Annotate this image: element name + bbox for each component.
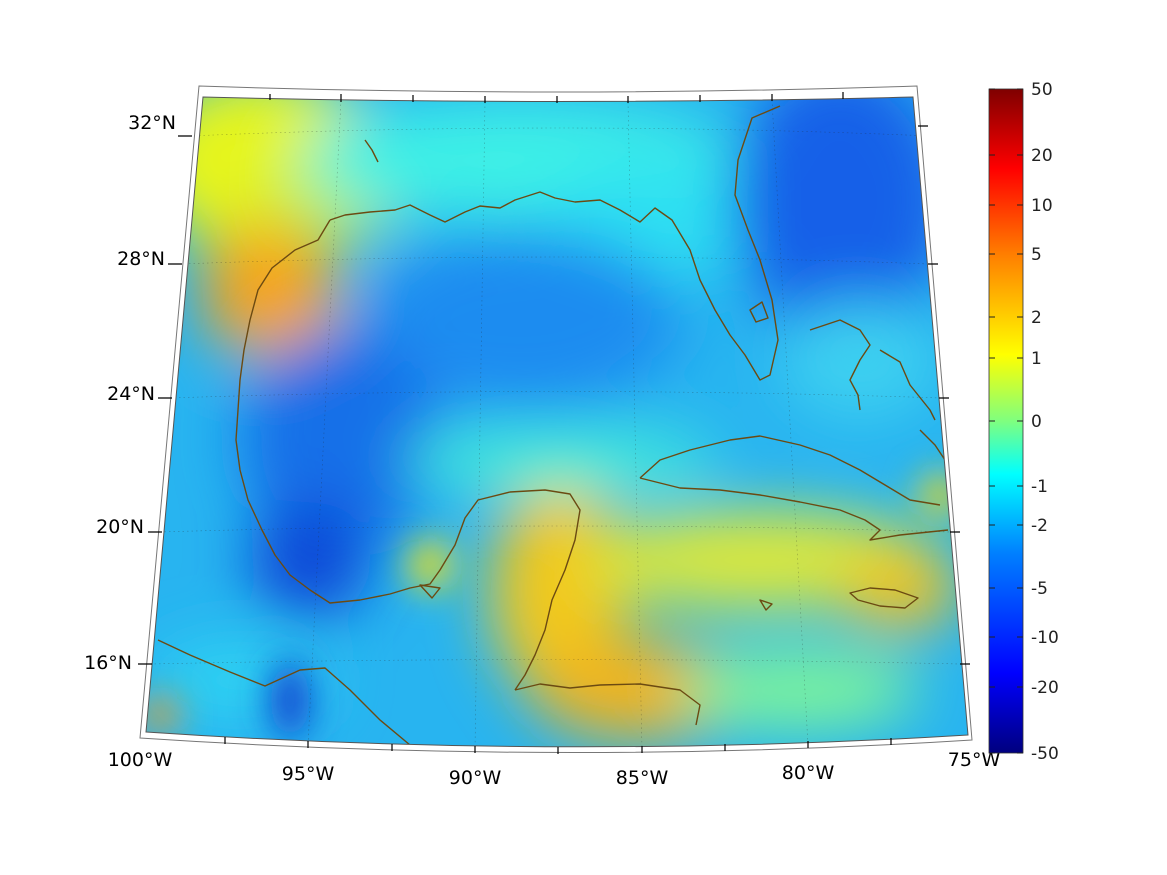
lon-label: 90°W xyxy=(449,767,502,789)
colorbar-tick-label: -10 xyxy=(1031,628,1059,648)
colorbar-tick-label: -2 xyxy=(1031,516,1048,536)
lon-label: 80°W xyxy=(782,762,835,784)
latitude-labels: 32°N 28°N 24°N 20°N 16°N xyxy=(84,112,176,674)
colorbar-tick-label: 0 xyxy=(1031,412,1042,432)
colorbar-tick-label: -5 xyxy=(1031,579,1048,599)
colorbar-tick-label: -1 xyxy=(1031,477,1048,497)
lon-label: 100°W xyxy=(108,749,173,771)
colorbar-tick-label: -50 xyxy=(1031,744,1059,764)
lat-label: 24°N xyxy=(107,383,155,405)
coastlines xyxy=(157,105,949,746)
lat-label: 28°N xyxy=(117,248,165,270)
colorbar-tick-label: 50 xyxy=(1031,80,1053,100)
map-frame xyxy=(138,85,973,754)
lon-label: 95°W xyxy=(282,763,335,785)
lat-label: 32°N xyxy=(128,112,176,134)
lat-label: 20°N xyxy=(96,516,144,538)
map-graticule xyxy=(149,99,961,747)
lon-label: 75°W xyxy=(948,749,1001,771)
colorbar-tick-label: 10 xyxy=(1031,196,1053,216)
colorbar-tick-label: 20 xyxy=(1031,146,1053,166)
colorbar-tick-label: 2 xyxy=(1031,308,1042,328)
data-field xyxy=(146,97,968,747)
colorbar-tick-label: 1 xyxy=(1031,349,1042,369)
colorbar-tick-label: 5 xyxy=(1031,245,1042,265)
longitude-labels: 100°W 95°W 90°W 85°W 80°W 75°W xyxy=(108,749,1001,789)
lat-label: 16°N xyxy=(84,652,132,674)
lon-label: 85°W xyxy=(616,767,669,789)
colorbar-tick-label: -20 xyxy=(1031,678,1059,698)
